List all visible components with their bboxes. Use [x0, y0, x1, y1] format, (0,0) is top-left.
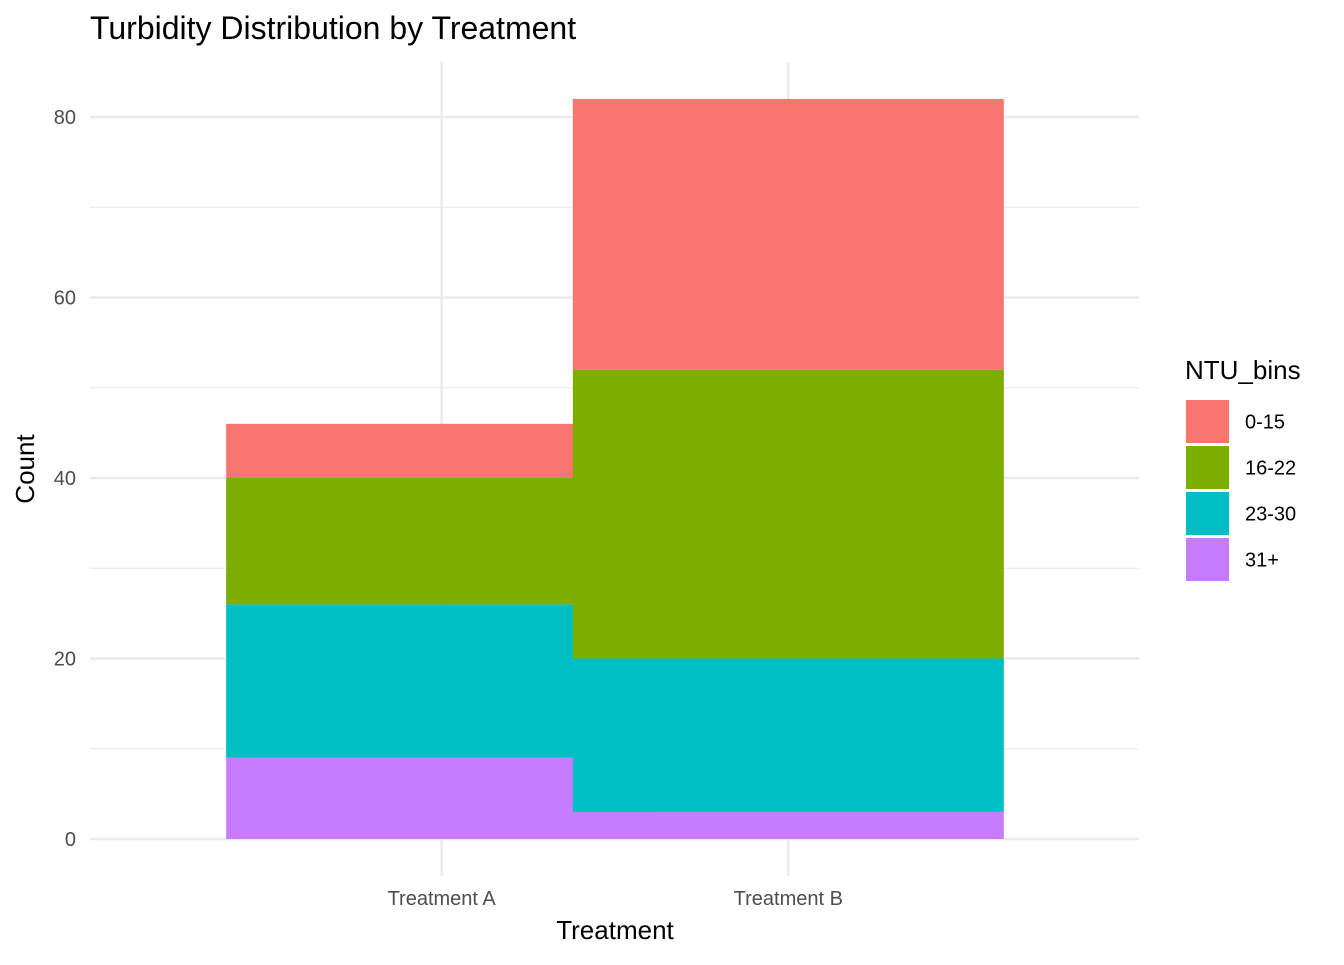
- y-axis-title: Count: [10, 434, 40, 504]
- legend: NTU_bins 0-15 16-22 23-30 31+: [1185, 355, 1301, 581]
- legend-title: NTU_bins: [1185, 355, 1301, 385]
- bars: [226, 98, 1004, 839]
- x-tick-label: Treatment A: [388, 888, 497, 910]
- legend-label: 31+: [1245, 550, 1279, 572]
- legend-key: [1186, 446, 1229, 489]
- legend-key: [1186, 492, 1229, 535]
- bar-segment: [572, 658, 1004, 812]
- axes: 0 20 40 60 80 Treatment A Treatment B: [54, 107, 843, 910]
- x-tick-label: Treatment B: [734, 888, 843, 910]
- y-tick-label: 80: [54, 107, 76, 129]
- bar-segment: [572, 811, 1004, 839]
- legend-label: 23-30: [1245, 504, 1296, 526]
- y-tick-label: 40: [54, 468, 76, 490]
- y-tick-label: 0: [65, 829, 76, 851]
- legend-key: [1186, 538, 1229, 581]
- legend-label: 16-22: [1245, 458, 1296, 480]
- bar-segment: [572, 98, 1004, 370]
- bar-segment: [572, 369, 1004, 659]
- x-axis-title: Treatment: [556, 915, 674, 945]
- legend-key: [1186, 400, 1229, 443]
- y-tick-label: 60: [54, 288, 76, 310]
- y-tick-label: 20: [54, 649, 76, 671]
- chart-title: Turbidity Distribution by Treatment: [90, 10, 576, 46]
- legend-label: 0-15: [1245, 412, 1285, 434]
